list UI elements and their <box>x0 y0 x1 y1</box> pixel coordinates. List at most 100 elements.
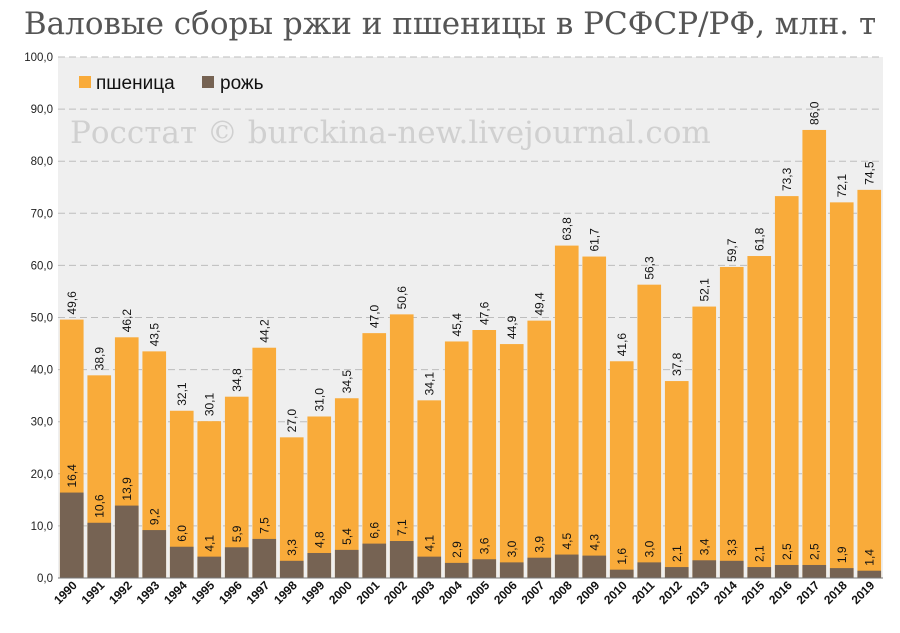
bar-wheat <box>252 347 277 578</box>
x-tick-label: 1992 <box>106 578 135 607</box>
data-labels: 49,6 16,4 38,9 10,6 46,2 13,9 43,5 9,2 32,1 6,0 30… <box>65 101 877 565</box>
bar-rye <box>747 567 772 578</box>
bar-rye <box>719 560 744 578</box>
bar-wheat <box>829 202 854 578</box>
data-label-rye: 9,2 <box>147 508 161 525</box>
bar-wheat <box>582 256 607 578</box>
bar-wheat <box>527 320 552 578</box>
bar-wheat <box>472 330 497 578</box>
data-label-rye: 1,9 <box>835 546 849 563</box>
x-tick-label: 1991 <box>79 578 108 607</box>
bar-wheat <box>802 129 827 578</box>
bar-rye <box>609 569 634 578</box>
bar-wheat <box>692 306 717 578</box>
y-tick-label: 100,0 <box>24 52 53 64</box>
bar-rye <box>197 556 222 578</box>
x-tick-label: 1995 <box>189 578 218 607</box>
bar-rye <box>664 567 689 578</box>
x-tick-label: 2015 <box>739 578 768 607</box>
data-label-wheat: 49,6 <box>65 291 79 315</box>
bar-rye <box>389 541 414 578</box>
data-label-wheat: 27,0 <box>285 409 299 433</box>
x-tick-label: 2003 <box>409 578 438 607</box>
data-label-wheat: 30,1 <box>202 392 216 416</box>
x-tick-label: 2007 <box>519 578 548 607</box>
bar-rye <box>307 552 332 578</box>
bar-wheat <box>664 381 689 578</box>
x-tick-label: 2012 <box>656 578 685 607</box>
y-tick-label: 10,0 <box>31 521 53 533</box>
data-label-wheat: 45,4 <box>450 313 464 337</box>
x-tick-label: 1990 <box>51 578 80 607</box>
data-label-rye: 3,3 <box>285 539 299 556</box>
data-label-wheat: 63,8 <box>560 217 574 241</box>
data-label-rye: 4,3 <box>587 534 601 551</box>
data-label-rye: 7,1 <box>395 519 409 536</box>
data-label-wheat: 72,1 <box>835 174 849 198</box>
bar-rye <box>472 559 497 578</box>
bar-wheat <box>142 351 167 578</box>
data-label-rye: 13,9 <box>120 477 134 501</box>
y-tick-label: 0,0 <box>37 573 53 585</box>
data-label-rye: 6,6 <box>367 522 381 539</box>
x-tick-label: 2018 <box>821 578 850 607</box>
data-label-rye: 2,1 <box>752 545 766 562</box>
bar-wheat <box>197 421 222 578</box>
bar-rye <box>554 554 579 578</box>
bar-rye <box>362 543 387 578</box>
bar-wheat <box>334 398 359 578</box>
data-label-rye: 4,5 <box>560 533 574 550</box>
data-label-rye: 6,0 <box>175 525 189 542</box>
x-tick-label: 2013 <box>684 578 713 607</box>
data-label-wheat: 59,7 <box>725 238 739 262</box>
y-tick-label: 40,0 <box>31 365 53 377</box>
data-label-rye: 2,5 <box>807 543 821 560</box>
data-label-wheat: 46,2 <box>120 309 134 333</box>
bars <box>59 129 882 579</box>
data-label-rye: 2,9 <box>450 541 464 558</box>
bar-rye <box>59 492 84 578</box>
bar-rye <box>87 522 112 578</box>
x-tick-label: 2016 <box>766 578 795 607</box>
data-label-wheat: 34,8 <box>230 368 244 392</box>
data-label-rye: 1,4 <box>862 549 876 566</box>
data-label-wheat: 38,9 <box>92 347 106 371</box>
data-label-wheat: 56,3 <box>642 256 656 280</box>
data-label-wheat: 61,7 <box>587 228 601 252</box>
legend-label-wheat: пшеница <box>96 73 175 94</box>
bar-rye <box>169 546 194 578</box>
legend-label-rye: рожь <box>220 73 264 94</box>
data-label-wheat: 47,6 <box>477 301 491 325</box>
y-axis-ticks: 0,0 10,0 20,0 30,0 40,0 50,0 60,0 70,0 80,0 90,0 1… <box>24 52 53 585</box>
data-label-rye: 4,1 <box>422 535 436 552</box>
y-tick-label: 20,0 <box>31 469 53 481</box>
data-label-rye: 3,3 <box>725 539 739 556</box>
legend-swatch-wheat <box>79 76 91 88</box>
y-tick-label: 60,0 <box>31 260 53 272</box>
data-label-rye: 1,6 <box>615 548 629 565</box>
x-tick-label: 1998 <box>271 578 300 607</box>
legend-swatch-rye <box>202 76 214 88</box>
x-tick-label: 2000 <box>326 578 355 607</box>
y-tick-label: 70,0 <box>31 208 53 220</box>
data-label-wheat: 34,1 <box>422 372 436 396</box>
x-tick-label: 2019 <box>849 578 878 607</box>
data-label-rye: 4,8 <box>312 531 326 548</box>
data-label-rye: 2,1 <box>670 545 684 562</box>
x-tick-label: 2001 <box>354 578 383 607</box>
bar-wheat <box>224 396 249 578</box>
bar-rye <box>527 557 552 578</box>
bar-wheat <box>857 189 882 579</box>
bar-rye <box>582 555 607 578</box>
bar-rye <box>637 562 662 578</box>
bar-rye <box>114 505 139 578</box>
data-label-wheat: 49,4 <box>532 292 546 316</box>
x-axis-ticks: 1990199119921993199419951996199719981999… <box>51 578 878 607</box>
data-label-wheat: 50,6 <box>395 286 409 310</box>
bar-wheat <box>279 437 304 578</box>
data-label-rye: 7,5 <box>257 517 271 534</box>
data-label-wheat: 52,1 <box>697 278 711 302</box>
bar-wheat <box>774 196 799 578</box>
data-label-wheat: 44,2 <box>257 319 271 343</box>
data-label-wheat: 43,5 <box>147 323 161 347</box>
